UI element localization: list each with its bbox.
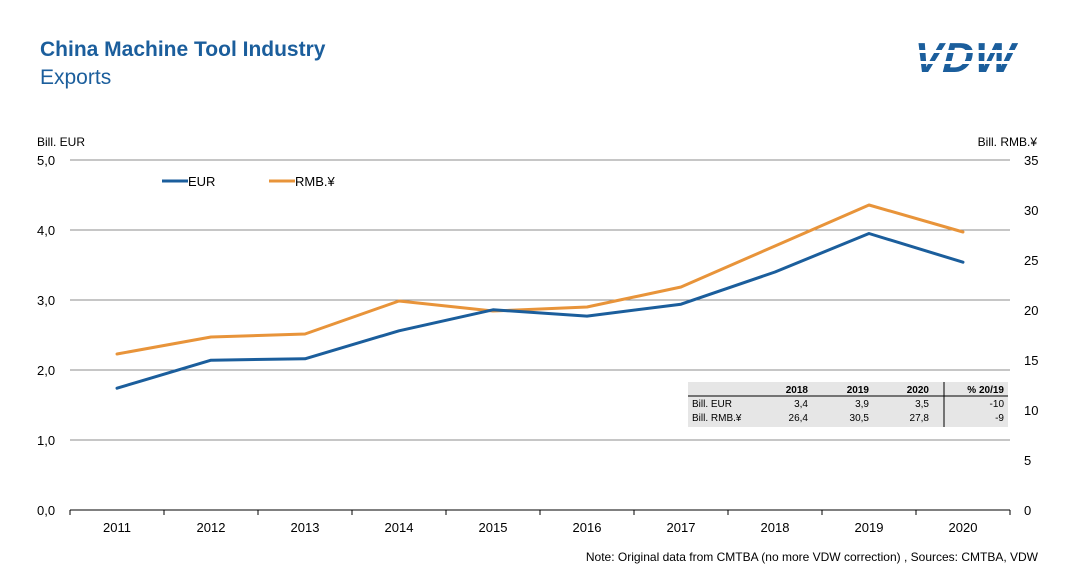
table-header-cell: 2020 (907, 385, 930, 396)
left-tick-label: 0,0 (37, 503, 55, 518)
right-axis-label: Bill. RMB.¥ (978, 135, 1038, 149)
source-note: Note: Original data from CMTBA (no more … (585, 550, 1038, 564)
x-tick-label: 2017 (667, 520, 696, 535)
left-axis-label: Bill. EUR (37, 135, 85, 149)
x-tick-label: 2012 (197, 520, 226, 535)
x-tick-label: 2015 (479, 520, 508, 535)
series-line-eur (115, 232, 965, 390)
right-tick-label: 10 (1024, 403, 1038, 418)
table-cell: 3,5 (915, 399, 929, 410)
table-cell: 3,4 (794, 399, 808, 410)
series-line-rmb (115, 203, 965, 356)
x-tick-label: 2011 (103, 520, 131, 535)
legend-label: EUR (188, 174, 215, 189)
x-tick-label: 2016 (573, 520, 602, 535)
table-row-label: Bill. EUR (692, 399, 732, 410)
right-tick-label: 30 (1024, 203, 1038, 218)
x-tick-label: 2018 (761, 520, 790, 535)
x-tick-label: 2013 (291, 520, 320, 535)
table-cell: 30,5 (850, 413, 870, 424)
table-cell: -9 (995, 413, 1004, 424)
right-tick-label: 35 (1024, 153, 1038, 168)
right-tick-label: 25 (1024, 253, 1038, 268)
x-tick-label: 2020 (949, 520, 978, 535)
table-cell: 27,8 (910, 413, 930, 424)
right-tick-label: 5 (1024, 453, 1031, 468)
table-cell: -10 (990, 399, 1005, 410)
chart-title: China Machine Tool Industry (40, 38, 326, 61)
table-header-cell: % 20/19 (967, 385, 1004, 396)
right-tick-label: 15 (1024, 353, 1038, 368)
table-cell: 26,4 (789, 413, 809, 424)
vdw-logo: VDW (910, 36, 1040, 76)
table-header-cell: 2018 (786, 385, 809, 396)
data-table-bg (688, 382, 1008, 427)
x-tick-label: 2019 (855, 520, 884, 535)
table-header-cell: 2019 (847, 385, 870, 396)
x-tick-label: 2014 (385, 520, 414, 535)
chart-subtitle: Exports (40, 66, 112, 89)
left-tick-label: 5,0 (37, 153, 55, 168)
table-row-label: Bill. RMB.¥ (692, 413, 742, 424)
vdw-logo-text: VDW (910, 36, 1021, 76)
left-tick-label: 3,0 (37, 293, 55, 308)
table-cell: 3,9 (855, 399, 869, 410)
left-tick-label: 1,0 (37, 433, 55, 448)
right-tick-label: 0 (1024, 503, 1031, 518)
legend-label: RMB.¥ (295, 174, 336, 189)
left-tick-label: 4,0 (37, 223, 55, 238)
right-tick-label: 20 (1024, 303, 1038, 318)
left-tick-label: 2,0 (37, 363, 55, 378)
